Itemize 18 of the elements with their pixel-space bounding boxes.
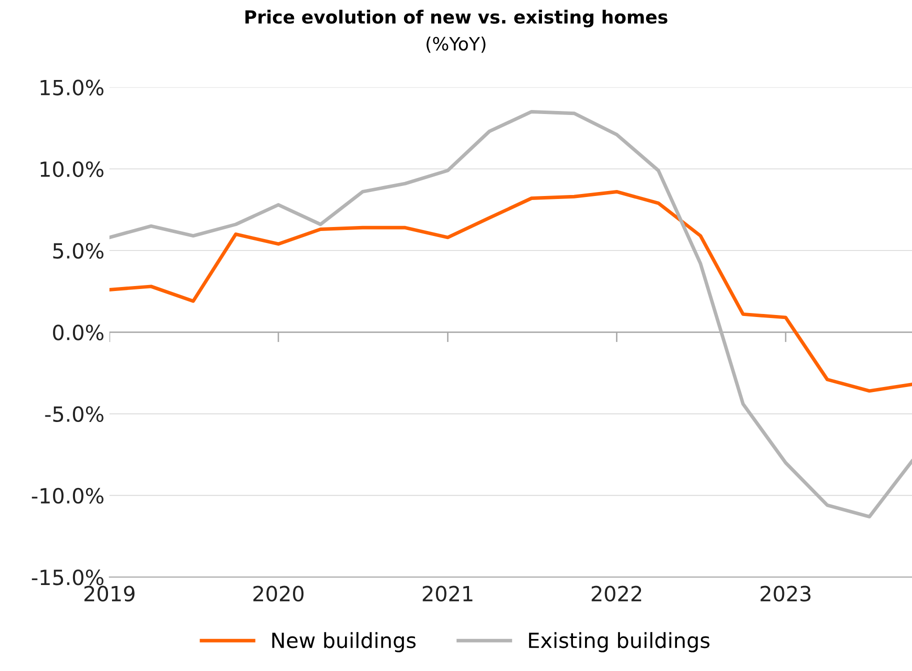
y-tick-label: 5.0% [53,242,104,259]
x-tick-label: 2019 [84,586,134,602]
line-series [109,190,912,393]
x-tick-label: 2021 [422,586,472,602]
chart-subtitle: (%YoY) [426,36,486,53]
x-tick-label: 2020 [253,586,304,602]
y-tick-label: -10.0% [32,488,104,504]
y-tick-label: -5.0% [45,406,104,422]
y-tick-label: 0.0% [53,324,104,340]
y-tick-label: 10.0% [40,161,104,178]
legend-label: New buildings [272,632,416,652]
chart-title: Price evolution of new vs. existing homes [245,10,668,28]
x-tick-label: 2023 [760,586,810,602]
line-series [109,110,912,518]
x-tick-label: 2022 [592,586,642,602]
y-tick-label: -15.0% [32,570,104,586]
legend-label: Existing buildings [529,632,710,652]
y-tick-label: 15.0% [40,80,104,96]
